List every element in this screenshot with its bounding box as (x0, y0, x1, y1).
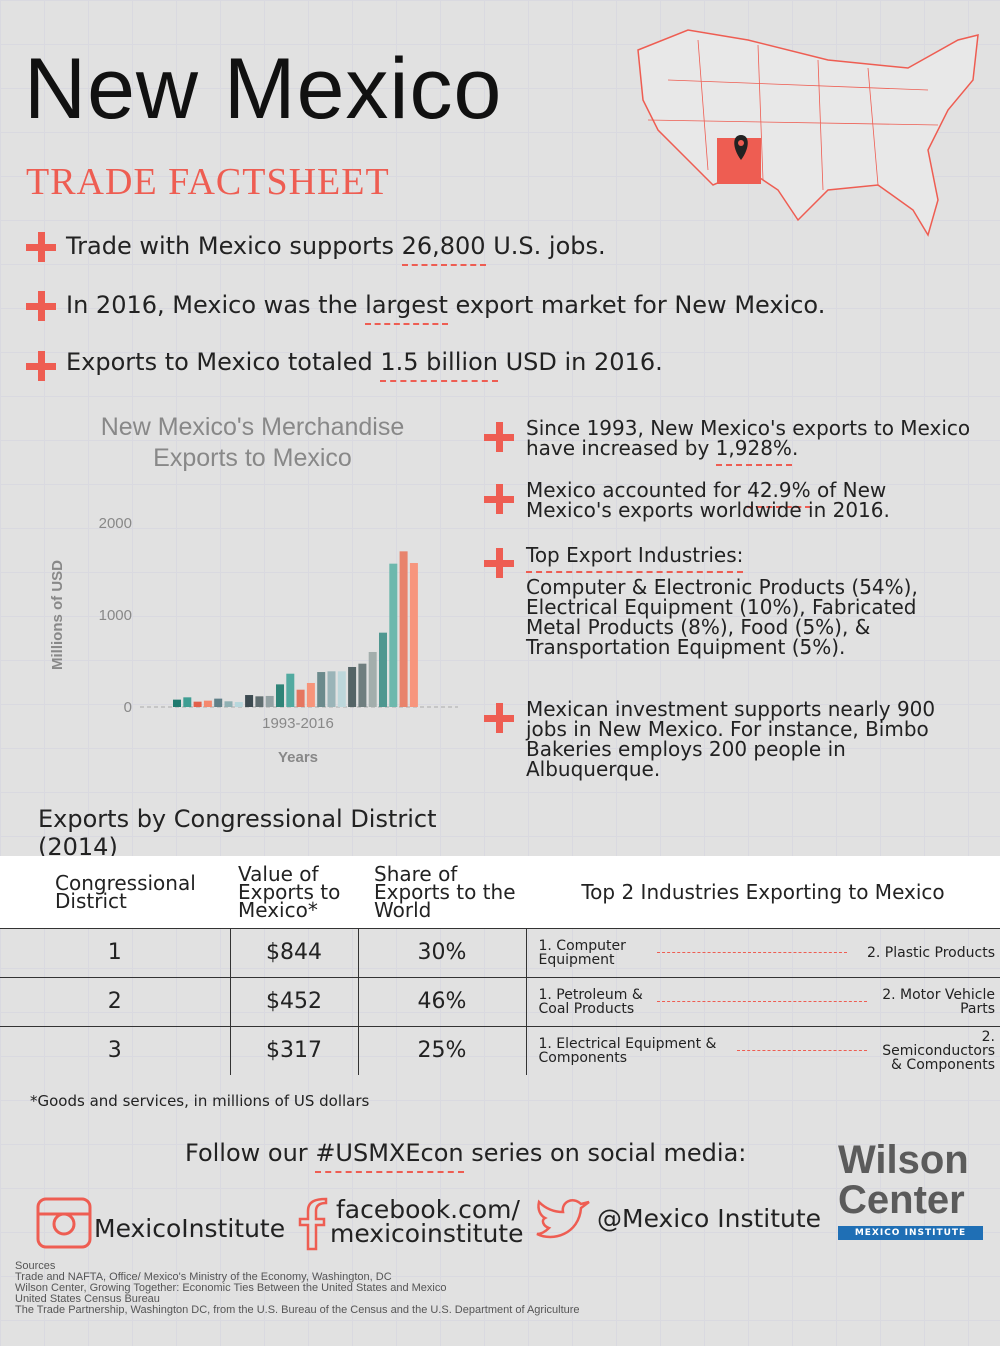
table-row: 3 $317 25% 1. Electrical Equipment & Com… (0, 1025, 1000, 1075)
top-industries-title: Top Export Industries: (526, 543, 976, 573)
plus-icon (484, 703, 514, 733)
district-cell: 3 (0, 1025, 231, 1075)
us-outline (637, 29, 979, 237)
bar-1993 (173, 699, 181, 707)
x-axis-label: Years (278, 749, 318, 766)
industries-cell: 1. Petroleum & Coal Products 2. Motor Veh… (526, 976, 1000, 1026)
district-cell: 2 (0, 976, 231, 1026)
bar-2012 (368, 651, 377, 707)
industry-1: 1. Petroleum & Coal Products (538, 986, 643, 1017)
industry-2: 2. Plastic Products (867, 944, 995, 961)
page-subtitle: TRADE FACTSHEET (26, 161, 390, 203)
instagram-icon[interactable] (36, 1197, 92, 1249)
bar-1995 (193, 701, 202, 707)
bar-1997 (214, 698, 223, 707)
bar-2011 (358, 663, 367, 707)
table-footnote: *Goods and services, in millions of US d… (30, 1092, 370, 1110)
bar-1996 (203, 700, 212, 707)
fact-exports: Exports to Mexico totaled 1.5 billion US… (66, 348, 663, 382)
bar-2001 (255, 696, 264, 707)
share-cell: 46% (358, 976, 527, 1026)
fact-market: In 2016, Mexico was the largest export m… (66, 291, 825, 325)
bar-2006 (306, 682, 315, 707)
chart-title: New Mexico's Merchandise Exports to Mexi… (100, 413, 405, 472)
header-value: Value of Exports to Mexico* (238, 861, 341, 922)
bar-2016 (409, 563, 418, 707)
twitter-icon[interactable] (533, 1198, 591, 1242)
industries-cell: 1. Computer Equipment 2. Plastic Products (526, 927, 1000, 977)
bar-2000 (245, 695, 254, 707)
table-row: 2 $452 46% 1. Petroleum & Coal Products 2… (0, 976, 1000, 1026)
y-tick-label: 2000 (99, 515, 132, 532)
y-tick-label: 1000 (99, 607, 132, 624)
plus-icon (26, 291, 56, 321)
wilson-center-logo: Wilson Center MEXICO INSTITUTE (838, 1140, 983, 1240)
plus-icon (484, 548, 514, 578)
bar-2015 (399, 551, 408, 707)
header-district: Congressional District (55, 870, 196, 913)
fact-share: Mexico accounted for 42.9% of New Mexico… (526, 478, 890, 522)
district-table: Congressional District Value of Exports … (0, 856, 1000, 1075)
bar-2007 (317, 672, 326, 707)
plus-icon (26, 351, 56, 381)
share-cell: 30% (358, 927, 527, 977)
facebook-icon[interactable] (296, 1197, 328, 1251)
share-cell: 25% (358, 1025, 527, 1075)
value-cell: $452 (230, 976, 359, 1026)
header-industries: Top 2 Industries Exporting to Mexico (581, 879, 945, 904)
y-axis-label: Millions of USD (49, 560, 66, 670)
bar-1999 (234, 702, 243, 707)
bar-2003 (276, 684, 284, 707)
plus-icon (26, 232, 56, 262)
instagram-handle[interactable]: MexicoInstitute (94, 1214, 286, 1243)
x-tick-label: 1993-2016 (262, 715, 334, 732)
bar-2013 (379, 632, 387, 707)
bar-2009 (337, 671, 346, 707)
fact-growth: Since 1993, New Mexico's exports to Mexi… (526, 418, 976, 466)
bar-2002 (265, 695, 274, 707)
social-heading: Follow our #USMXEcon series on social me… (185, 1139, 746, 1173)
plus-icon (484, 484, 514, 514)
district-cell: 1 (0, 927, 231, 977)
table-row: 1 $844 30% 1. Computer Equipment 2. Plast… (0, 927, 1000, 977)
bar-1998 (224, 701, 233, 707)
fact-jobs: Trade with Mexico supports 26,800 U.S. j… (66, 232, 606, 266)
value-cell: $844 (230, 927, 359, 977)
industry-1: 1. Electrical Equipment & Components (538, 1035, 717, 1066)
sources: Sources Trade and NAFTA, Office/ Mexico's… (15, 1260, 580, 1316)
y-tick-label: 0 (124, 699, 132, 716)
industry-2: 2. Motor Vehicle Parts (882, 986, 995, 1017)
exports-bar-chart: 0 1000 2000 1993-2016 Years Millions of USD (49, 515, 458, 766)
header-share: Share of Exports to the World (374, 861, 516, 922)
bar-2008 (327, 671, 336, 707)
bar-2014 (389, 563, 398, 707)
industry-1: 1. Computer Equipment (538, 937, 626, 968)
bar-2005 (296, 689, 305, 707)
industries-cell: 1. Electrical Equipment & Components 2. S… (526, 1025, 1000, 1075)
twitter-handle[interactable]: @Mexico Institute (597, 1204, 822, 1233)
bar-2010 (348, 666, 357, 707)
bar-1994 (183, 697, 192, 707)
us-map (637, 29, 979, 237)
page-title: New Mexico (24, 41, 503, 137)
location-pin-icon (734, 135, 748, 160)
value-cell: $317 (230, 1025, 359, 1075)
fact-investment: Mexican investment supports nearly 900 j… (526, 697, 936, 781)
top-industries-body: Computer & Electronic Products (54%), El… (526, 575, 918, 659)
plus-icon (484, 422, 514, 452)
district-title: Exports by Congressional District (2014) (38, 805, 518, 865)
bar-2004 (286, 673, 295, 707)
industry-2: 2. Semiconductors & Components (882, 1028, 995, 1073)
facebook-link[interactable]: facebook.com/mexicoinstitute (330, 1195, 524, 1248)
